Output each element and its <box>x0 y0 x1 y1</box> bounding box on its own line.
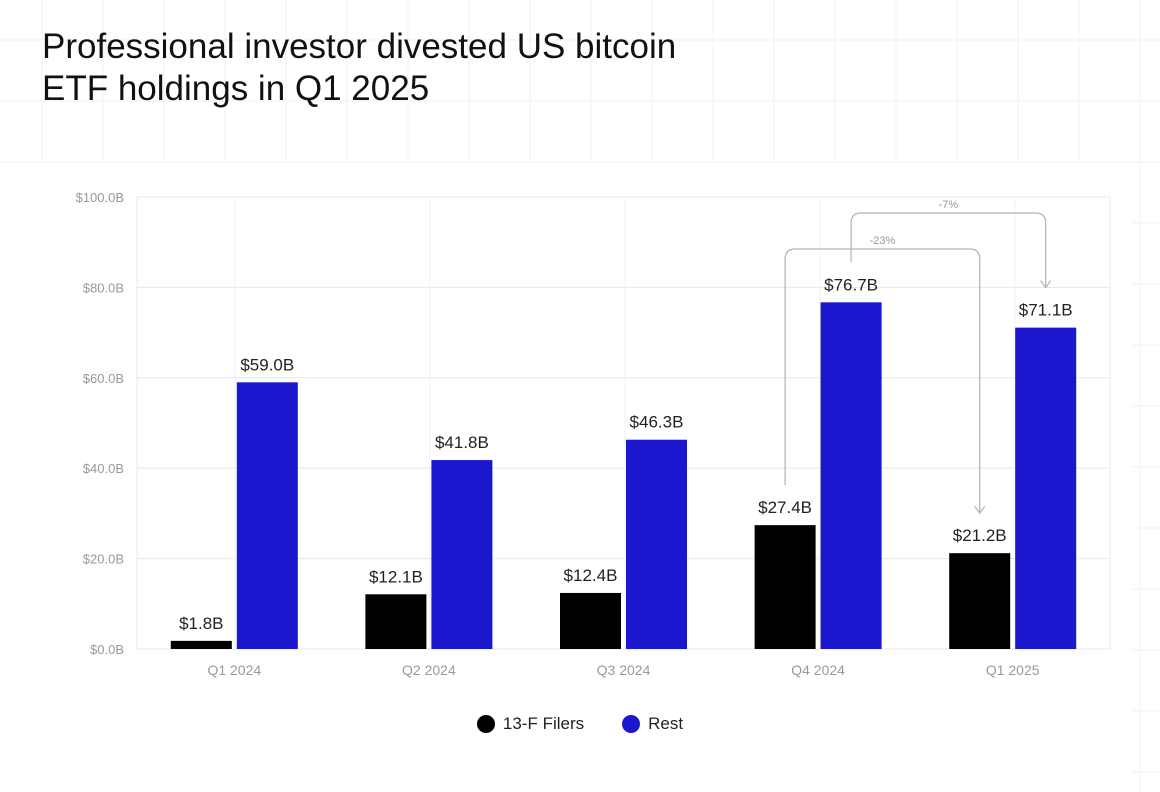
annotation-rest-change-label: -7% <box>939 199 959 211</box>
y-tick-label: $100.0B <box>76 190 124 205</box>
data-label-rest: $46.3B <box>630 413 684 432</box>
y-tick-label: $20.0B <box>83 552 124 567</box>
annotation-rest-change-arrowhead <box>1040 280 1052 289</box>
data-label-13f-filers: $12.4B <box>564 566 618 585</box>
bar-rest <box>626 439 687 649</box>
legend-item-rest: Rest <box>622 714 683 734</box>
annotation-filers-change-arrowhead <box>974 505 986 515</box>
y-tick-label: $0.0B <box>90 642 124 657</box>
chart-panel <box>0 163 1132 792</box>
x-tick-label: Q2 2024 <box>402 662 456 678</box>
data-label-rest: $41.8B <box>435 433 489 452</box>
x-tick-label: Q3 2024 <box>597 662 651 678</box>
annotation-filers-change-line <box>784 248 981 514</box>
data-label-13f-filers: $21.2B <box>953 526 1007 545</box>
legend: 13-F Filers Rest <box>0 714 1160 734</box>
legend-swatch-rest <box>622 715 641 733</box>
chart-title-line-1: Professional investor divested US bitcoi… <box>42 27 677 66</box>
bar-rest <box>820 302 882 649</box>
legend-label-filers: 13-F Filers <box>502 714 585 733</box>
x-tick-label: Q1 2024 <box>207 662 261 678</box>
bar-13f-filers <box>949 553 1011 649</box>
data-label-13f-filers: $12.1B <box>369 567 423 586</box>
data-label-rest: $59.0B <box>240 355 294 374</box>
chart-title: Professional investor divested US bitcoi… <box>42 26 942 110</box>
bar-13f-filers <box>754 525 816 649</box>
y-tick-label: $40.0B <box>83 461 124 476</box>
legend-label-rest: Rest <box>648 714 684 733</box>
legend-item-filers: 13-F Filers <box>476 714 585 734</box>
data-label-13f-filers: $1.8B <box>179 614 223 633</box>
x-tick-label: Q1 2025 <box>986 662 1040 678</box>
x-tick-label: Q4 2024 <box>791 662 845 678</box>
bar-13f-filers <box>560 592 621 649</box>
y-tick-label: $60.0B <box>83 371 124 386</box>
bar-rest <box>1015 327 1077 649</box>
bar-13f-filers <box>365 594 427 649</box>
annotation-filers-change-label: -23% <box>870 235 896 247</box>
bar-rest <box>236 382 298 649</box>
bar-13f-filers <box>170 640 232 649</box>
bar-rest <box>431 460 493 649</box>
data-label-rest: $76.7B <box>824 275 878 294</box>
annotation-rest-change-line <box>850 212 1047 288</box>
legend-swatch-filers <box>476 715 495 733</box>
data-label-13f-filers: $27.4B <box>758 498 812 517</box>
chart-title-line-2: ETF holdings in Q1 2025 <box>42 69 430 108</box>
data-label-rest: $71.1B <box>1019 301 1073 320</box>
y-tick-label: $80.0B <box>83 280 124 295</box>
